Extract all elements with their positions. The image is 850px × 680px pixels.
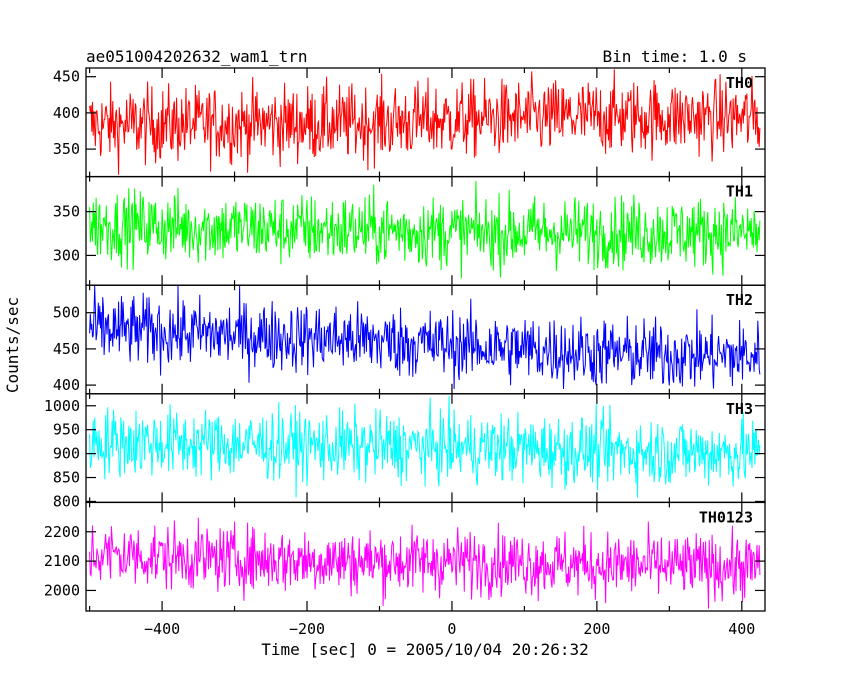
panel-frame bbox=[85, 501, 766, 612]
series-line-th0 bbox=[89, 69, 761, 175]
panel-name-label: TH2 bbox=[726, 291, 753, 309]
y-tick-label: 450 bbox=[53, 340, 80, 358]
x-axis-label: Time [sec] 0 = 2005/10/04 20:26:32 bbox=[261, 640, 589, 659]
x-tick-label: −200 bbox=[289, 620, 325, 638]
bin-time-label: Bin time: 1.0 s bbox=[603, 47, 748, 66]
panel-name-label: TH3 bbox=[726, 400, 753, 418]
y-tick-label: 300 bbox=[53, 246, 80, 264]
x-tick-label: 0 bbox=[447, 620, 456, 638]
y-tick-label: 850 bbox=[53, 469, 80, 487]
y-tick-label: 500 bbox=[53, 304, 80, 322]
y-tick-label: 800 bbox=[53, 492, 80, 510]
chart-title: ae051004202632_wam1_trn bbox=[86, 47, 308, 66]
panel-th3: 800 850 900 950 1000 TH3 bbox=[44, 393, 766, 510]
panel-name-label: TH1 bbox=[726, 183, 753, 201]
y-tick-label: 2000 bbox=[44, 581, 80, 599]
y-tick-label: 400 bbox=[53, 104, 80, 122]
panel-group: 350 400 450 TH0 300 350 TH1 400 450 500 TH2 800 850 9… bbox=[44, 67, 766, 638]
panel-th0: 350 400 450 TH0 bbox=[53, 67, 766, 178]
y-tick-label: 950 bbox=[53, 421, 80, 439]
y-tick-label: 350 bbox=[53, 140, 80, 158]
x-tick-label: 400 bbox=[728, 620, 755, 638]
panel-name-label: TH0 bbox=[726, 74, 753, 92]
series-line-th1 bbox=[89, 180, 761, 279]
x-tick-label: −400 bbox=[144, 620, 180, 638]
y-tick-label: 1000 bbox=[44, 397, 80, 415]
y-axis-label: Counts/sec bbox=[3, 297, 22, 393]
y-tick-label: 450 bbox=[53, 68, 80, 86]
y-tick-label: 900 bbox=[53, 445, 80, 463]
panel-name-label: TH0123 bbox=[699, 508, 753, 526]
series-line-th3 bbox=[89, 395, 761, 498]
panel-th2: 400 450 500 TH2 bbox=[53, 284, 766, 395]
y-tick-label: 2200 bbox=[44, 523, 80, 541]
y-tick-label: 2100 bbox=[44, 552, 80, 570]
x-tick-label: 200 bbox=[583, 620, 610, 638]
series-line-th2 bbox=[89, 285, 761, 390]
panel-th0123: 2000 2100 2200 TH0123 bbox=[44, 501, 766, 612]
y-tick-label: 350 bbox=[53, 203, 80, 221]
y-tick-label: 400 bbox=[53, 376, 80, 394]
series-line-th0123 bbox=[89, 517, 761, 609]
panel-th1: 300 350 TH1 bbox=[53, 175, 766, 286]
